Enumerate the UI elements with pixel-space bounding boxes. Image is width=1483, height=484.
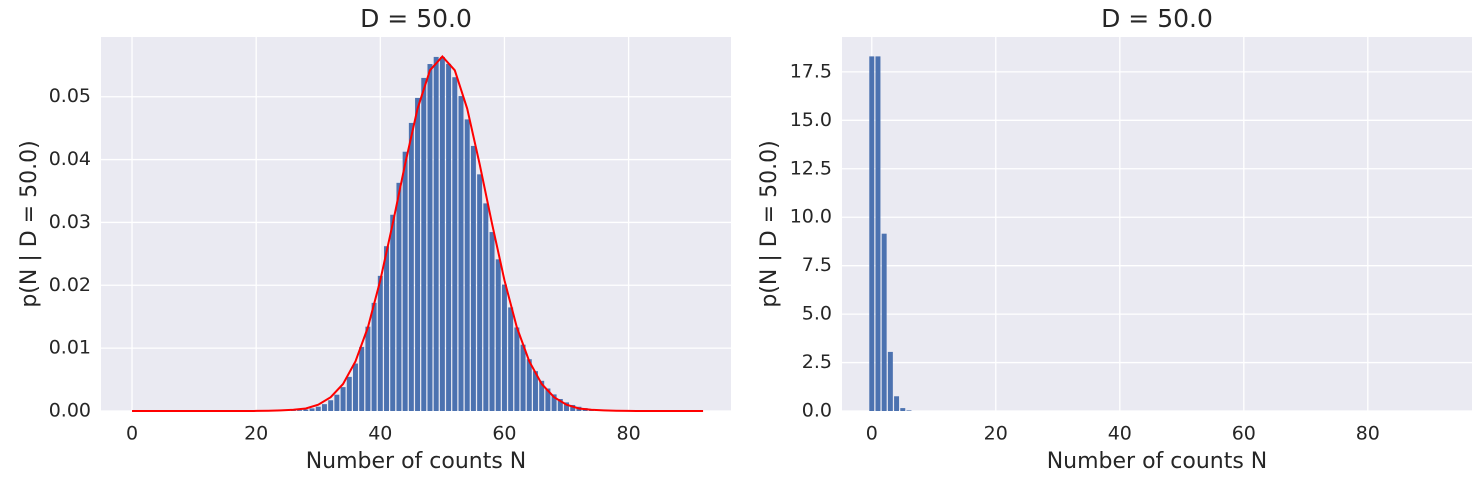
y-tick-label: 0.0: [802, 400, 832, 422]
x-tick-label: 60: [492, 423, 516, 445]
bar: [551, 394, 557, 411]
bar: [421, 77, 427, 412]
y-tick-label: 0.02: [49, 274, 91, 296]
bar: [526, 359, 532, 411]
bar: [427, 64, 433, 412]
bar: [353, 363, 358, 411]
bar: [570, 404, 576, 411]
x-tick-label: 40: [368, 423, 392, 445]
bar: [303, 409, 309, 411]
bar: [539, 380, 545, 411]
bar: [452, 77, 458, 411]
bar: [439, 56, 445, 411]
bar: [900, 408, 906, 411]
bar: [340, 387, 346, 411]
y-axis-label: p(N | D = 50.0): [757, 140, 782, 307]
bar: [346, 376, 352, 411]
bar: [297, 410, 303, 411]
y-tick-label: 12.5: [790, 157, 832, 179]
bar: [408, 122, 414, 411]
bar: [894, 396, 900, 411]
bar: [533, 371, 538, 411]
bar: [483, 203, 489, 411]
bar: [514, 327, 520, 411]
y-axis-label: p(N | D = 50.0): [17, 140, 42, 307]
bar: [359, 346, 365, 411]
y-tick-label: 10.0: [790, 206, 832, 228]
bar: [315, 406, 321, 411]
bar: [446, 63, 452, 412]
fit-line: [132, 54, 704, 412]
x-tick-label: 0: [866, 423, 878, 445]
bar: [470, 145, 476, 411]
chart-title: D = 50.0: [360, 4, 472, 33]
y-tick-label: 17.5: [790, 60, 832, 82]
plot-area: [842, 37, 1472, 411]
y-tick-label: 15.0: [790, 109, 832, 131]
bar: [875, 56, 881, 412]
bar: [458, 96, 464, 411]
x-tick-label: 80: [616, 423, 640, 445]
y-tick-label: 0.00: [49, 400, 91, 422]
x-tick-label: 20: [984, 423, 1008, 445]
y-tick-label: 5.0: [802, 303, 832, 325]
bar: [377, 275, 383, 411]
bar: [334, 394, 340, 411]
bar: [402, 151, 408, 411]
bar: [321, 404, 327, 411]
bar: [545, 388, 551, 411]
bar: [887, 351, 893, 411]
bar: [501, 284, 507, 411]
bar: [328, 400, 334, 411]
bar: [477, 174, 483, 411]
x-axis-label: Number of counts N: [306, 449, 527, 474]
bar: [415, 97, 421, 411]
bar: [881, 233, 887, 411]
bar: [384, 246, 389, 411]
y-tick-label: 0.03: [49, 211, 91, 233]
y-tick-label: 2.5: [802, 351, 832, 373]
bar: [906, 410, 912, 411]
x-axis-label: Number of counts N: [1047, 449, 1268, 474]
bar: [433, 56, 439, 411]
bar: [557, 398, 563, 411]
bar: [365, 326, 371, 411]
bar: [396, 182, 402, 411]
bar: [371, 302, 377, 411]
bar: [464, 119, 470, 412]
x-tick-label: 20: [244, 423, 268, 445]
y-tick-label: 0.01: [49, 337, 91, 359]
bar: [508, 307, 514, 411]
x-tick-label: 40: [1108, 423, 1132, 445]
x-tick-label: 0: [126, 423, 138, 445]
y-tick-label: 7.5: [802, 254, 832, 276]
x-tick-label: 60: [1232, 423, 1256, 445]
bar: [869, 56, 875, 412]
x-tick-label: 80: [1356, 423, 1380, 445]
bar: [390, 214, 396, 411]
bar: [495, 259, 501, 411]
bar: [489, 232, 495, 411]
bar: [564, 402, 569, 411]
bar: [309, 408, 315, 411]
y-tick-label: 0.04: [49, 148, 91, 170]
bar: [520, 344, 526, 411]
chart-title: D = 50.0: [1101, 4, 1213, 33]
y-tick-label: 0.05: [49, 85, 91, 107]
